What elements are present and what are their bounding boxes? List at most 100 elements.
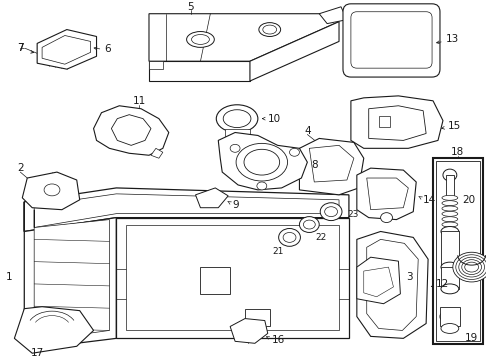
Ellipse shape bbox=[320, 203, 341, 221]
Ellipse shape bbox=[283, 233, 295, 242]
Polygon shape bbox=[111, 115, 151, 145]
Polygon shape bbox=[22, 172, 80, 210]
Ellipse shape bbox=[442, 312, 456, 321]
Ellipse shape bbox=[440, 226, 458, 237]
Ellipse shape bbox=[441, 217, 457, 222]
Polygon shape bbox=[116, 217, 348, 338]
Text: 11: 11 bbox=[132, 96, 145, 106]
Polygon shape bbox=[363, 267, 393, 297]
Text: 14: 14 bbox=[422, 195, 435, 205]
Ellipse shape bbox=[440, 284, 458, 294]
Ellipse shape bbox=[441, 195, 457, 200]
Polygon shape bbox=[149, 61, 163, 69]
Polygon shape bbox=[37, 30, 96, 69]
Polygon shape bbox=[440, 231, 458, 267]
Ellipse shape bbox=[464, 262, 478, 272]
Polygon shape bbox=[368, 106, 425, 140]
Text: 12: 12 bbox=[435, 279, 448, 289]
Polygon shape bbox=[126, 225, 338, 330]
Polygon shape bbox=[356, 257, 400, 304]
Polygon shape bbox=[230, 319, 267, 343]
Text: 22: 22 bbox=[315, 233, 326, 242]
Ellipse shape bbox=[440, 262, 458, 272]
Polygon shape bbox=[93, 106, 168, 155]
Text: 19: 19 bbox=[464, 333, 477, 343]
Text: 21: 21 bbox=[271, 247, 283, 256]
Polygon shape bbox=[200, 267, 230, 294]
Text: 16: 16 bbox=[271, 336, 285, 345]
Ellipse shape bbox=[461, 260, 481, 275]
Ellipse shape bbox=[216, 105, 257, 132]
Polygon shape bbox=[24, 188, 348, 231]
Polygon shape bbox=[244, 309, 269, 327]
Text: 7: 7 bbox=[17, 43, 23, 53]
Polygon shape bbox=[350, 96, 442, 148]
Ellipse shape bbox=[258, 23, 280, 36]
Polygon shape bbox=[149, 61, 249, 81]
Ellipse shape bbox=[236, 143, 287, 181]
Text: 10: 10 bbox=[267, 114, 280, 123]
Ellipse shape bbox=[442, 169, 456, 181]
Polygon shape bbox=[378, 116, 390, 127]
Polygon shape bbox=[195, 188, 228, 208]
Ellipse shape bbox=[452, 252, 488, 282]
Ellipse shape bbox=[289, 148, 299, 156]
Text: 23: 23 bbox=[346, 210, 358, 219]
Polygon shape bbox=[34, 210, 109, 338]
Text: 4: 4 bbox=[304, 126, 310, 135]
Polygon shape bbox=[299, 139, 363, 195]
Polygon shape bbox=[225, 129, 249, 139]
Ellipse shape bbox=[441, 222, 457, 227]
Polygon shape bbox=[24, 202, 116, 346]
Ellipse shape bbox=[191, 35, 209, 44]
Text: 3: 3 bbox=[406, 272, 412, 282]
Polygon shape bbox=[366, 178, 407, 210]
Text: 1: 1 bbox=[6, 272, 12, 282]
Ellipse shape bbox=[223, 110, 250, 127]
Ellipse shape bbox=[186, 32, 214, 48]
Ellipse shape bbox=[262, 25, 276, 34]
Ellipse shape bbox=[458, 257, 484, 277]
Ellipse shape bbox=[441, 206, 457, 211]
Text: 8: 8 bbox=[311, 160, 317, 170]
Text: 15: 15 bbox=[447, 121, 460, 131]
Ellipse shape bbox=[324, 207, 337, 217]
Ellipse shape bbox=[380, 213, 392, 222]
Ellipse shape bbox=[230, 144, 240, 152]
Bar bbox=[432, 158, 482, 344]
Text: 13: 13 bbox=[445, 35, 458, 44]
Text: 2: 2 bbox=[17, 163, 23, 173]
Polygon shape bbox=[366, 239, 417, 330]
Ellipse shape bbox=[441, 201, 457, 206]
Polygon shape bbox=[218, 132, 307, 190]
Text: 20: 20 bbox=[462, 195, 475, 205]
Ellipse shape bbox=[440, 324, 458, 333]
Text: 5: 5 bbox=[187, 2, 193, 12]
Polygon shape bbox=[309, 145, 353, 182]
Ellipse shape bbox=[256, 182, 266, 190]
Ellipse shape bbox=[303, 220, 315, 229]
Ellipse shape bbox=[455, 255, 487, 279]
FancyBboxPatch shape bbox=[350, 12, 431, 68]
Ellipse shape bbox=[278, 229, 300, 246]
Bar bbox=[435, 161, 479, 341]
Polygon shape bbox=[439, 307, 459, 327]
Polygon shape bbox=[151, 148, 163, 158]
Text: 6: 6 bbox=[104, 44, 111, 54]
Polygon shape bbox=[249, 22, 338, 81]
Polygon shape bbox=[149, 14, 338, 61]
Ellipse shape bbox=[299, 217, 319, 233]
Polygon shape bbox=[445, 175, 453, 198]
Polygon shape bbox=[356, 168, 415, 220]
Text: 7: 7 bbox=[17, 43, 23, 53]
Ellipse shape bbox=[439, 310, 459, 324]
Ellipse shape bbox=[441, 211, 457, 216]
FancyBboxPatch shape bbox=[342, 4, 439, 77]
Ellipse shape bbox=[44, 184, 60, 196]
Text: 18: 18 bbox=[450, 147, 464, 157]
Text: 17: 17 bbox=[30, 348, 44, 358]
Polygon shape bbox=[356, 231, 427, 338]
Ellipse shape bbox=[244, 149, 279, 175]
Polygon shape bbox=[34, 194, 338, 228]
Text: 9: 9 bbox=[232, 200, 238, 210]
